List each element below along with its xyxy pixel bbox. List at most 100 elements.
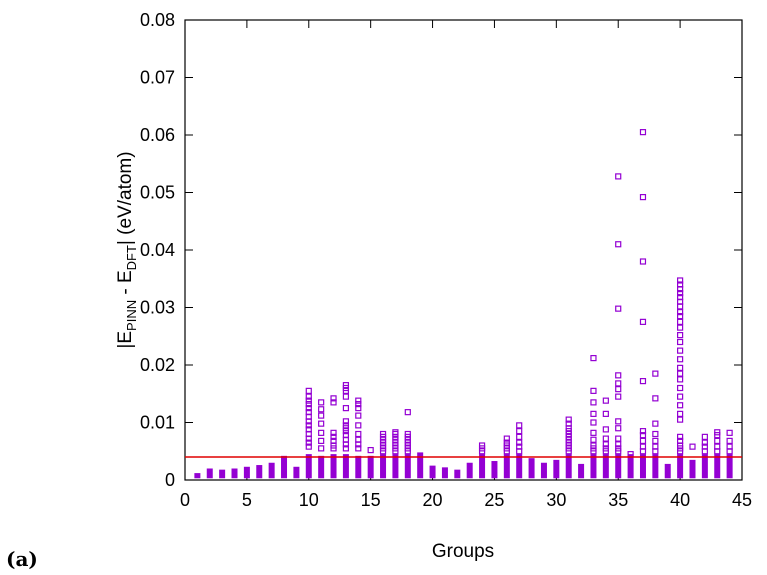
data-point — [355, 445, 362, 452]
y-tick-label: 0.03 — [140, 298, 175, 318]
data-point — [355, 405, 362, 412]
data-point — [677, 376, 684, 383]
data-point — [602, 441, 609, 448]
data-point — [590, 419, 597, 426]
dense-point-cluster — [726, 454, 733, 479]
x-tick-label: 30 — [546, 490, 566, 510]
data-point — [652, 420, 659, 427]
data-point — [318, 437, 325, 444]
data-point — [615, 386, 622, 393]
y-tick-label: 0 — [165, 470, 175, 490]
dense-point-cluster — [231, 468, 238, 479]
data-point — [318, 406, 325, 413]
dense-point-cluster — [330, 454, 337, 479]
data-point — [677, 437, 684, 444]
data-point — [615, 173, 622, 180]
data-point — [342, 382, 350, 389]
data-point — [565, 420, 572, 427]
data-point — [652, 430, 659, 438]
data-point — [602, 435, 609, 442]
data-point — [367, 447, 374, 454]
data-point — [652, 370, 659, 377]
data-point — [305, 426, 312, 433]
data-point — [701, 439, 708, 446]
dense-point-cluster — [206, 468, 213, 479]
dense-point-cluster — [627, 454, 634, 479]
data-point — [677, 410, 684, 417]
data-point — [652, 443, 659, 450]
data-point — [342, 445, 350, 452]
x-tick-label: 0 — [180, 490, 190, 510]
data-point — [305, 405, 312, 412]
data-point — [677, 318, 684, 325]
data-point — [615, 393, 622, 400]
data-point — [330, 437, 337, 444]
data-point — [342, 393, 350, 400]
data-point — [516, 422, 523, 429]
data-point — [355, 401, 362, 408]
dense-point-cluster — [714, 454, 721, 479]
data-point — [590, 410, 597, 417]
data-point — [677, 364, 684, 371]
x-axis-label: Groups — [432, 541, 494, 562]
y-axis-label-sub1: PINN — [124, 300, 139, 331]
data-point — [726, 437, 733, 444]
data-point — [677, 433, 684, 440]
data-point — [330, 429, 337, 436]
data-point — [565, 416, 572, 423]
data-point — [590, 355, 597, 362]
data-point — [602, 426, 609, 433]
data-point — [639, 443, 647, 450]
x-tick-label: 35 — [608, 490, 628, 510]
data-point — [305, 422, 312, 429]
x-tick-label: 20 — [423, 490, 443, 510]
data-point — [305, 397, 312, 404]
data-point — [305, 409, 312, 416]
x-tick-label: 40 — [670, 490, 690, 510]
dense-point-cluster — [516, 454, 523, 479]
data-point — [639, 194, 647, 201]
y-axis-label: |EPINN - EDFT| (eV/atom) — [115, 151, 139, 348]
dense-point-cluster — [417, 452, 424, 479]
data-point — [615, 372, 622, 379]
x-tick-label: 15 — [361, 490, 381, 510]
y-tick-label: 0.02 — [140, 355, 175, 375]
data-point — [639, 432, 647, 439]
dense-point-cluster — [664, 463, 671, 479]
data-point — [516, 433, 523, 440]
y-axis-label-part1: |E — [115, 331, 136, 349]
dense-point-cluster — [342, 454, 349, 479]
x-tick-label: 25 — [484, 490, 504, 510]
plot-frame — [184, 19, 743, 481]
data-point — [714, 443, 721, 450]
data-point — [330, 399, 337, 406]
data-point — [305, 387, 312, 394]
data-point — [355, 412, 362, 419]
y-tick-label: 0.01 — [140, 413, 175, 433]
data-point — [714, 437, 721, 444]
data-point — [639, 258, 647, 265]
data-point — [615, 305, 622, 312]
data-point — [677, 402, 684, 409]
x-tick-label: 5 — [242, 490, 252, 510]
data-point — [677, 416, 684, 423]
data-point — [590, 429, 597, 436]
data-point — [305, 439, 312, 446]
data-point — [404, 430, 411, 438]
data-point — [590, 442, 597, 449]
dense-point-cluster — [528, 458, 535, 479]
data-point — [342, 418, 350, 425]
data-point — [677, 294, 684, 301]
dense-point-cluster — [429, 465, 436, 479]
data-point — [677, 313, 684, 320]
data-point — [701, 433, 708, 440]
data-point — [615, 418, 622, 425]
data-point — [318, 399, 325, 406]
dense-point-cluster — [701, 454, 708, 479]
data-point — [677, 370, 684, 377]
dense-point-cluster — [268, 462, 275, 479]
dense-point-cluster — [392, 454, 399, 479]
dense-point-cluster — [639, 454, 646, 479]
data-point — [677, 277, 684, 284]
